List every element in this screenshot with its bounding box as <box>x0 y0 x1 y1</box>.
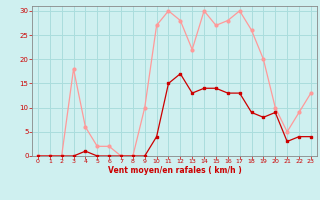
X-axis label: Vent moyen/en rafales ( km/h ): Vent moyen/en rafales ( km/h ) <box>108 166 241 175</box>
